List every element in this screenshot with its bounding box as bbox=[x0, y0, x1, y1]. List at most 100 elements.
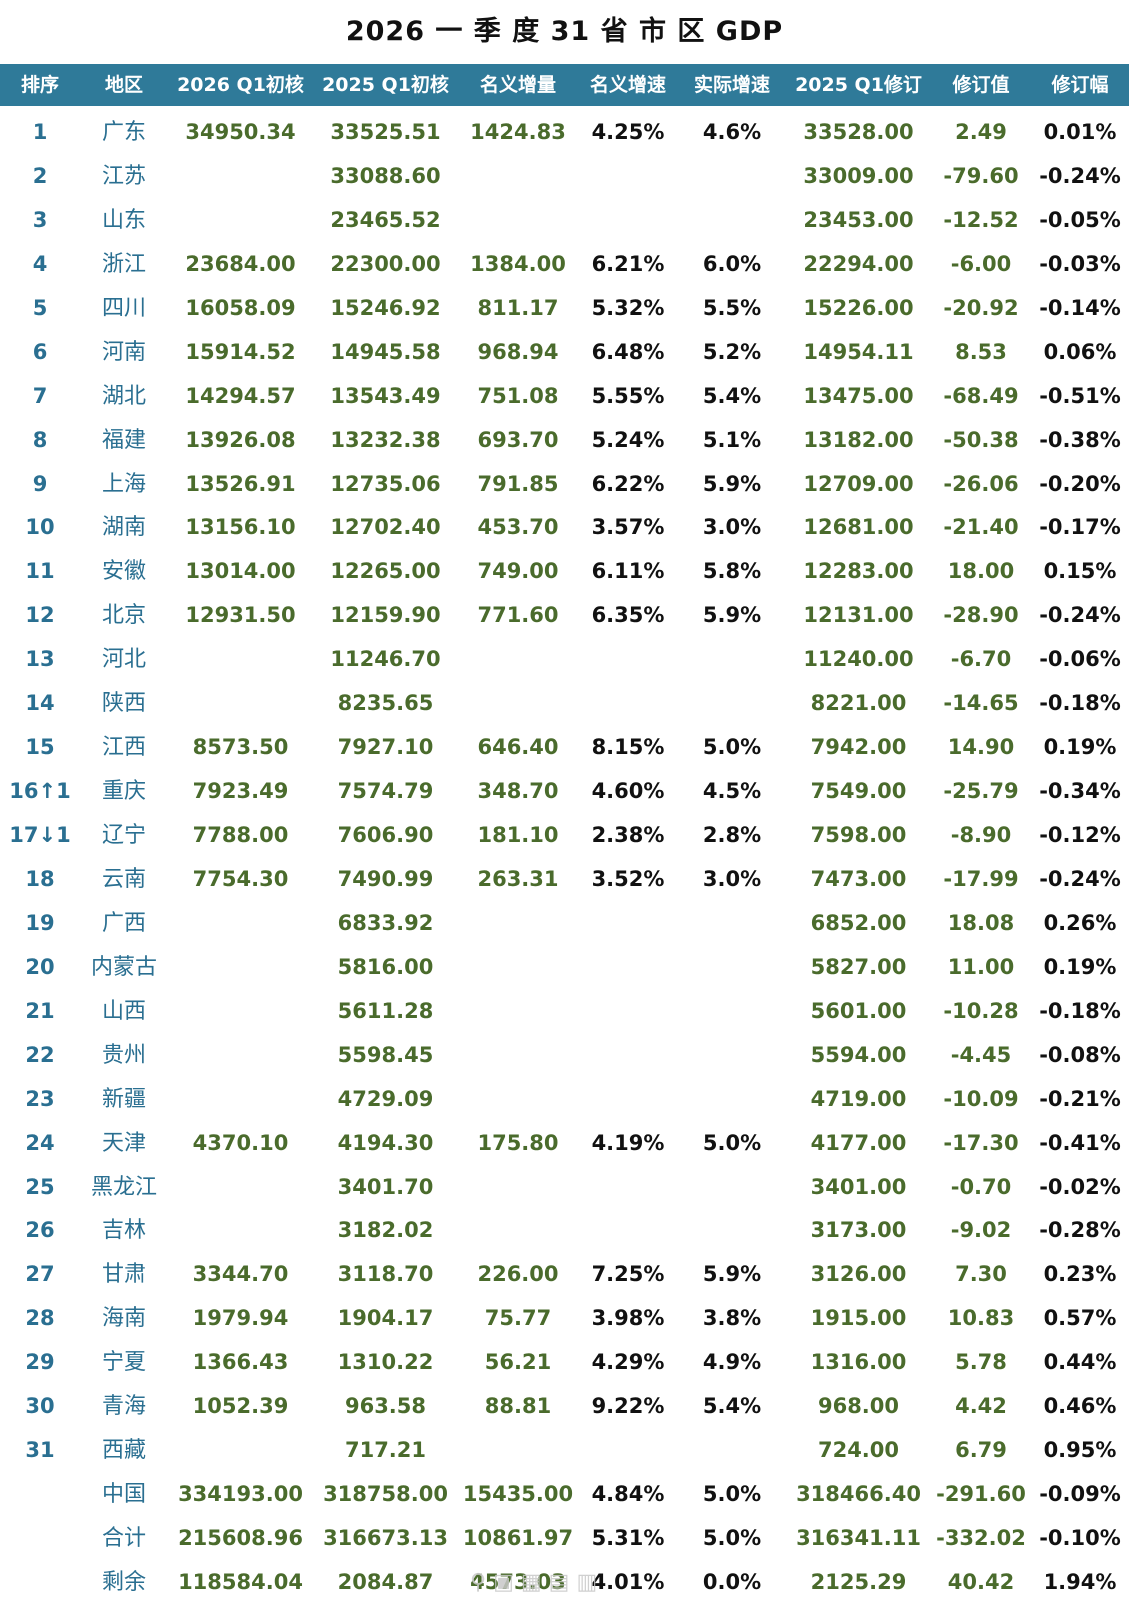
cell-nominal-rate: 6.11% bbox=[591, 559, 665, 584]
cell-region: 天津 bbox=[101, 1130, 146, 1156]
cell-nominal-rate bbox=[578, 1034, 678, 1078]
cell-rank: 13 bbox=[25, 647, 55, 672]
cell-region: 合计 bbox=[101, 1526, 146, 1551]
cell-revision-pct: -0.28% bbox=[1039, 1218, 1121, 1243]
cell-rank: 3 bbox=[32, 207, 48, 232]
cell-revised-2025: 3401.00 bbox=[810, 1174, 907, 1199]
cell-revised-2025: 12709.00 bbox=[803, 471, 914, 496]
table-row: 31 西藏 717.21 724.00 6.79 0.95% bbox=[0, 1429, 1129, 1473]
cell-nominal-rate: 3.98% bbox=[591, 1306, 665, 1331]
cell-region: 福建 bbox=[101, 427, 146, 453]
cell-real-rate: 5.5% bbox=[702, 295, 762, 320]
cell-nominal-rate: 7.25% bbox=[591, 1262, 665, 1287]
cell-revised-2025: 15226.00 bbox=[803, 295, 914, 320]
cell-revision-pct: -0.17% bbox=[1039, 515, 1121, 540]
cell-region: 江苏 bbox=[101, 163, 146, 189]
cell-q1-2026: 1979.94 bbox=[192, 1306, 289, 1331]
cell-revision-pct: -0.10% bbox=[1039, 1526, 1121, 1550]
cell-nominal-increase: 771.60 bbox=[477, 603, 559, 628]
cell-q1-2025: 12702.40 bbox=[330, 515, 441, 540]
cell-revision-pct: 0.19% bbox=[1043, 735, 1117, 760]
cell-nominal-rate bbox=[578, 990, 678, 1034]
table-row: 1 广东 34950.34 33525.51 1424.83 4.25% 4.6% 33528… bbox=[0, 111, 1129, 155]
cell-q1-2025: 5816.00 bbox=[337, 954, 434, 979]
cell-revision-pct: 0.95% bbox=[1043, 1438, 1117, 1463]
table-row: 17↓1 辽宁 7788.00 7606.90 181.10 2.38% 2.8% 7598.… bbox=[0, 814, 1129, 858]
table-row: 7 湖北 14294.57 13543.49 751.08 5.55% 5.4% 13475.… bbox=[0, 375, 1129, 419]
cell-revision-value: 40.42 bbox=[947, 1569, 1015, 1594]
cell-region: 中国 bbox=[101, 1482, 146, 1508]
table-row: 13 河北 11246.70 11240.00 -6.70 -0.06% bbox=[0, 638, 1129, 682]
cell-nominal-rate: 4.19% bbox=[591, 1130, 665, 1155]
cell-revision-pct: 0.57% bbox=[1043, 1306, 1117, 1331]
cell-revision-pct: -0.05% bbox=[1039, 207, 1121, 232]
cell-nominal-increase bbox=[458, 155, 578, 199]
cell-nominal-increase bbox=[458, 990, 578, 1034]
cell-nominal-rate: 4.29% bbox=[591, 1350, 665, 1375]
cell-real-rate bbox=[678, 682, 786, 726]
cell-real-rate bbox=[678, 1166, 786, 1210]
cell-q1-2026: 1366.43 bbox=[192, 1350, 289, 1375]
cell-q1-2025: 33088.60 bbox=[330, 163, 441, 188]
cell-revision-value: -8.90 bbox=[950, 823, 1012, 847]
cell-revised-2025: 22294.00 bbox=[803, 251, 914, 276]
cell-region: 新疆 bbox=[101, 1086, 146, 1112]
cell-nominal-rate bbox=[578, 1209, 678, 1253]
cell-rank: 11 bbox=[25, 559, 55, 584]
cell-revised-2025: 5594.00 bbox=[810, 1042, 907, 1067]
cell-real-rate: 2.8% bbox=[702, 823, 762, 847]
cell-nominal-rate: 5.55% bbox=[591, 383, 665, 408]
cell-nominal-increase: 791.85 bbox=[477, 471, 559, 496]
cell-revised-2025: 968.00 bbox=[817, 1394, 900, 1419]
cell-revised-2025: 7473.00 bbox=[810, 866, 907, 891]
cell-q1-2026 bbox=[168, 990, 313, 1034]
cell-q1-2025: 12159.90 bbox=[330, 603, 441, 628]
cell-nominal-rate: 4.01% bbox=[591, 1569, 665, 1594]
cell-nominal-increase: 181.10 bbox=[477, 823, 559, 847]
cell-q1-2026: 16058.09 bbox=[185, 295, 296, 320]
cell-q1-2025: 14945.58 bbox=[330, 339, 441, 364]
cell-region: 河南 bbox=[101, 339, 146, 365]
cell-revision-pct: 0.46% bbox=[1043, 1394, 1117, 1419]
cell-revised-2025: 13475.00 bbox=[803, 383, 914, 408]
cell-real-rate: 4.5% bbox=[702, 779, 762, 804]
cell-revision-pct: -0.51% bbox=[1039, 383, 1121, 408]
cell-rank: 30 bbox=[25, 1394, 55, 1419]
cell-q1-2026: 4370.10 bbox=[192, 1130, 289, 1155]
cell-region: 海南 bbox=[101, 1306, 146, 1332]
table-row: 5 四川 16058.09 15246.92 811.17 5.32% 5.5% 15226.… bbox=[0, 287, 1129, 331]
table-row: 18 云南 7754.30 7490.99 263.31 3.52% 3.0% 7473.00… bbox=[0, 858, 1129, 902]
cell-q1-2026: 7923.49 bbox=[192, 779, 289, 804]
cell-revised-2025: 7598.00 bbox=[810, 823, 907, 847]
cell-rank bbox=[0, 1473, 80, 1517]
cell-q1-2026: 12931.50 bbox=[185, 603, 296, 628]
cell-nominal-rate: 3.52% bbox=[591, 866, 665, 891]
cell-nominal-increase: 263.31 bbox=[477, 866, 559, 891]
cell-real-rate: 3.0% bbox=[702, 515, 762, 540]
cell-q1-2026: 118584.04 bbox=[178, 1569, 303, 1594]
cell-real-rate: 4.9% bbox=[702, 1350, 762, 1375]
cell-revised-2025: 33528.00 bbox=[803, 120, 914, 144]
cell-revision-value: -26.06 bbox=[943, 471, 1019, 496]
cell-nominal-rate: 6.35% bbox=[591, 603, 665, 628]
cell-revision-value: 7.30 bbox=[955, 1262, 1007, 1287]
cell-nominal-rate: 9.22% bbox=[591, 1394, 665, 1419]
cell-revision-value: -68.49 bbox=[943, 383, 1019, 408]
cell-real-rate: 5.2% bbox=[702, 339, 762, 364]
cell-real-rate bbox=[678, 902, 786, 946]
cell-nominal-increase: 1424.83 bbox=[470, 120, 566, 144]
header-revised-2025: 2025 Q1修订 bbox=[795, 74, 922, 96]
cell-nominal-increase: 751.08 bbox=[477, 383, 559, 408]
cell-real-rate bbox=[678, 1429, 786, 1473]
cell-nominal-increase bbox=[458, 638, 578, 682]
cell-nominal-rate: 5.31% bbox=[591, 1526, 665, 1550]
cell-revision-value: -21.40 bbox=[943, 515, 1019, 540]
cell-revision-pct: -0.34% bbox=[1039, 779, 1121, 804]
cell-q1-2025: 22300.00 bbox=[330, 251, 441, 276]
cell-revision-pct: -0.18% bbox=[1039, 691, 1121, 716]
cell-nominal-increase: 811.17 bbox=[477, 295, 559, 320]
cell-rank bbox=[0, 1517, 80, 1561]
cell-real-rate bbox=[678, 155, 786, 199]
cell-region: 剩余 bbox=[101, 1569, 146, 1595]
cell-revised-2025: 3173.00 bbox=[810, 1218, 907, 1243]
